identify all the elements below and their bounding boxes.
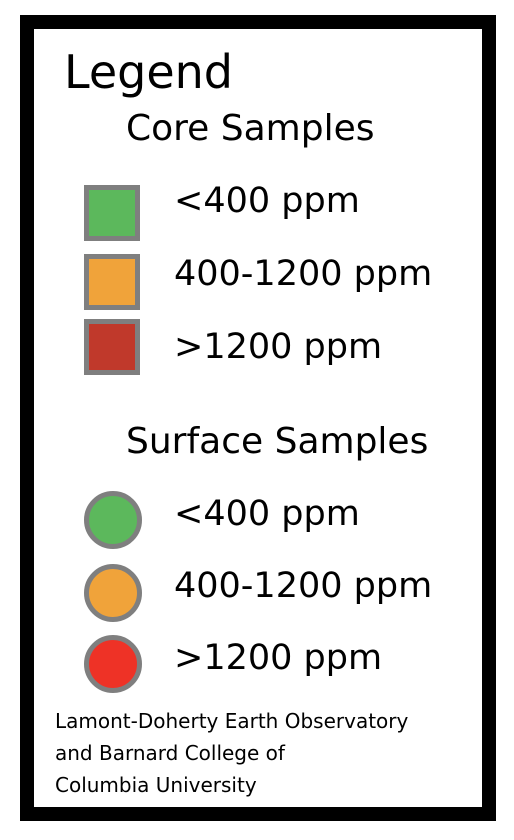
credit-line-2: and Barnard College of: [55, 741, 285, 765]
legend-panel: Legend Core Samples <400 ppm 400-1200 pp…: [20, 15, 496, 821]
surface-samples-heading: Surface Samples: [126, 421, 429, 462]
surface-low-swatch-icon: [84, 491, 142, 549]
surface-high-label: >1200 ppm: [174, 638, 383, 678]
core-high-label: >1200 ppm: [174, 327, 383, 367]
core-low-label: <400 ppm: [174, 181, 360, 221]
core-samples-heading: Core Samples: [126, 108, 375, 149]
legend-title: Legend: [64, 45, 233, 99]
surface-medium-label: 400-1200 ppm: [174, 566, 433, 606]
core-low-swatch-icon: [84, 185, 140, 241]
credit-line-3: Columbia University: [55, 773, 257, 797]
core-medium-label: 400-1200 ppm: [174, 254, 433, 294]
core-high-swatch-icon: [84, 319, 140, 375]
surface-low-label: <400 ppm: [174, 494, 360, 534]
credit-line-1: Lamont-Doherty Earth Observatory: [55, 709, 409, 733]
surface-medium-swatch-icon: [84, 564, 142, 622]
credit-text: Lamont-Doherty Earth Observatory and Bar…: [55, 705, 408, 801]
core-medium-swatch-icon: [84, 254, 140, 310]
surface-high-swatch-icon: [84, 635, 142, 693]
